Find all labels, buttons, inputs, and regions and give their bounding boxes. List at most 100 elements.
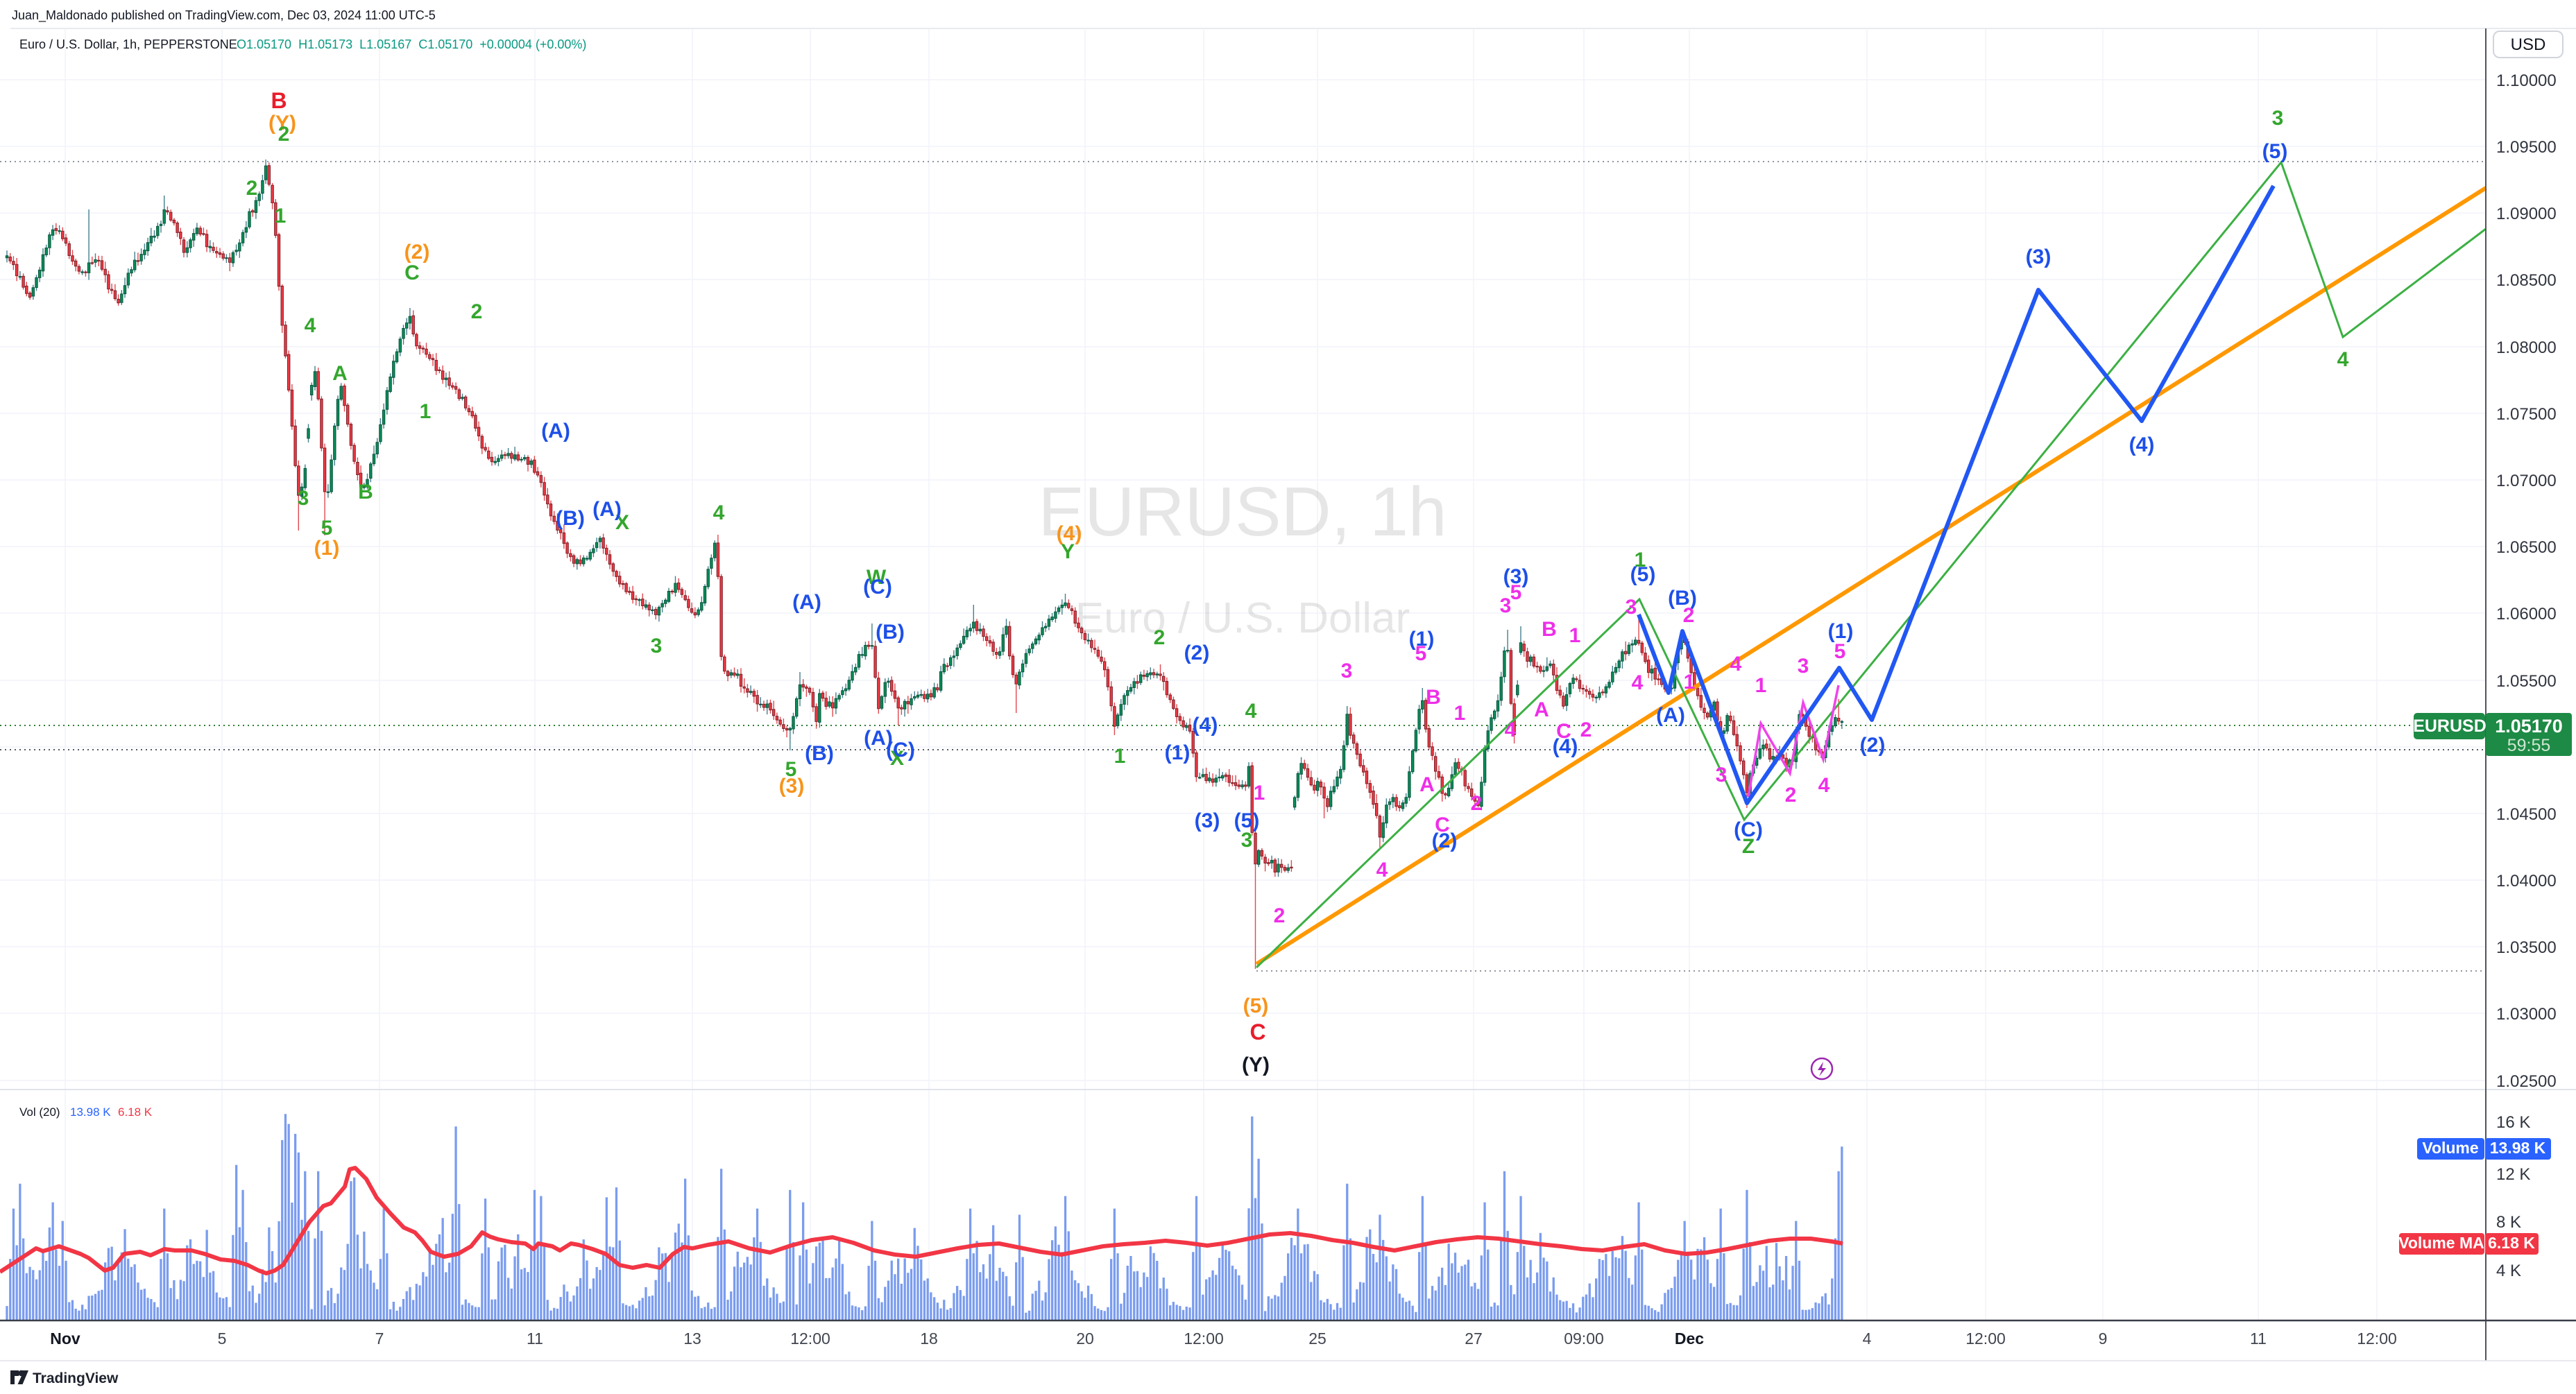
svg-text:1.04000: 1.04000 xyxy=(2496,872,2557,890)
svg-text:27: 27 xyxy=(1465,1330,1483,1348)
svg-text:3: 3 xyxy=(2272,107,2284,130)
svg-text:11: 11 xyxy=(2250,1330,2267,1348)
svg-text:(4): (4) xyxy=(1057,522,1082,545)
svg-text:EURUSD: EURUSD xyxy=(2413,716,2487,736)
svg-text:1: 1 xyxy=(1569,624,1581,647)
svg-text:(B): (B) xyxy=(1668,587,1697,610)
svg-text:1.08500: 1.08500 xyxy=(2496,271,2557,290)
svg-text:1.07000: 1.07000 xyxy=(2496,472,2557,490)
svg-text:2: 2 xyxy=(278,123,290,146)
svg-text:1: 1 xyxy=(1635,549,1646,571)
svg-text:1.07500: 1.07500 xyxy=(2496,405,2557,424)
svg-text:5: 5 xyxy=(1834,640,1846,663)
svg-text:3: 3 xyxy=(1716,764,1728,786)
svg-text:(4): (4) xyxy=(2129,433,2155,456)
svg-text:C: C xyxy=(1435,814,1450,836)
svg-text:5: 5 xyxy=(785,758,797,781)
svg-text:2: 2 xyxy=(1580,718,1592,741)
svg-text:3: 3 xyxy=(298,487,309,510)
svg-text:A: A xyxy=(1419,773,1435,796)
svg-text:7: 7 xyxy=(375,1330,384,1348)
svg-text:12:00: 12:00 xyxy=(790,1330,830,1348)
svg-text:16 K: 16 K xyxy=(2496,1113,2530,1132)
svg-text:2: 2 xyxy=(1471,792,1483,815)
svg-text:4 K: 4 K xyxy=(2496,1262,2521,1280)
svg-text:4: 4 xyxy=(2337,348,2349,371)
svg-text:A: A xyxy=(332,362,348,385)
svg-text:4: 4 xyxy=(1818,774,1830,797)
svg-text:(5): (5) xyxy=(1630,563,1656,586)
svg-text:X: X xyxy=(615,511,629,534)
svg-text:Nov: Nov xyxy=(50,1330,80,1348)
svg-text:8 K: 8 K xyxy=(2496,1213,2521,1232)
svg-text:(3): (3) xyxy=(2026,246,2052,268)
svg-text:2: 2 xyxy=(1154,626,1166,649)
svg-text:USD: USD xyxy=(2511,35,2546,54)
svg-text:4: 4 xyxy=(1863,1330,1872,1348)
svg-text:1.08000: 1.08000 xyxy=(2496,338,2557,357)
svg-text:(B): (B) xyxy=(805,742,834,765)
svg-text:(B): (B) xyxy=(876,621,905,644)
svg-text:X: X xyxy=(890,747,904,770)
svg-text:2: 2 xyxy=(471,300,483,323)
svg-text:12 K: 12 K xyxy=(2496,1165,2530,1184)
svg-text:1.10000: 1.10000 xyxy=(2496,71,2557,90)
svg-text:(2): (2) xyxy=(404,241,430,264)
svg-text:(A): (A) xyxy=(592,498,622,521)
svg-text:EURUSD, 1h: EURUSD, 1h xyxy=(1038,473,1447,551)
svg-text:5: 5 xyxy=(1510,581,1522,604)
svg-text:(3): (3) xyxy=(1503,565,1529,588)
svg-text:(A): (A) xyxy=(1656,704,1685,727)
svg-text:1: 1 xyxy=(1114,745,1126,768)
svg-text:(A): (A) xyxy=(541,420,570,442)
svg-text:Volume MA: Volume MA xyxy=(2398,1234,2484,1252)
svg-text:(2): (2) xyxy=(1860,734,1886,757)
svg-text:(C): (C) xyxy=(886,739,915,761)
svg-text:(5): (5) xyxy=(1234,809,1260,832)
svg-text:4: 4 xyxy=(1730,653,1742,676)
svg-text:12:00: 12:00 xyxy=(1184,1330,1224,1348)
svg-text:B: B xyxy=(1542,618,1557,641)
svg-text:3: 3 xyxy=(651,635,663,657)
svg-text:1: 1 xyxy=(420,400,432,423)
svg-text:B: B xyxy=(1426,686,1441,709)
svg-text:5: 5 xyxy=(321,517,333,540)
svg-text:6.18 K: 6.18 K xyxy=(118,1105,153,1119)
svg-text:(1): (1) xyxy=(1828,620,1854,643)
svg-text:Dec: Dec xyxy=(1675,1330,1704,1348)
svg-text:20: 20 xyxy=(1076,1330,1094,1348)
svg-text:(A): (A) xyxy=(792,591,821,614)
svg-text:C: C xyxy=(1249,1019,1265,1044)
svg-text:1: 1 xyxy=(1454,702,1466,725)
svg-text:09:00: 09:00 xyxy=(1564,1330,1604,1348)
svg-text:18: 18 xyxy=(920,1330,938,1348)
svg-text:TradingView: TradingView xyxy=(33,1370,119,1386)
svg-text:5: 5 xyxy=(218,1330,227,1348)
svg-text:Euro / U.S. Dollar: Euro / U.S. Dollar xyxy=(1075,594,1410,642)
svg-text:(1): (1) xyxy=(1409,628,1435,651)
svg-text:1: 1 xyxy=(1755,674,1767,697)
svg-text:3: 3 xyxy=(1798,655,1809,678)
svg-text:(5): (5) xyxy=(1243,995,1269,1017)
svg-text:1.02500: 1.02500 xyxy=(2496,1072,2557,1091)
svg-text:Euro / U.S. Dollar, 1h, PEPPER: Euro / U.S. Dollar, 1h, PEPPERSTONE xyxy=(19,37,237,51)
svg-text:4: 4 xyxy=(1376,859,1388,881)
svg-text:1.06500: 1.06500 xyxy=(2496,538,2557,557)
svg-text:C: C xyxy=(404,261,420,284)
svg-text:(4): (4) xyxy=(1553,735,1578,758)
svg-text:(2): (2) xyxy=(1184,642,1210,664)
svg-text:C: C xyxy=(1556,720,1571,743)
svg-text:(C): (C) xyxy=(863,576,892,599)
svg-text:(Y): (Y) xyxy=(1242,1053,1270,1076)
svg-text:(2): (2) xyxy=(1432,829,1458,852)
svg-text:11: 11 xyxy=(527,1330,543,1348)
svg-text:2: 2 xyxy=(1785,784,1797,807)
svg-text:4: 4 xyxy=(305,314,316,337)
svg-text:12:00: 12:00 xyxy=(2357,1330,2397,1348)
svg-text:1: 1 xyxy=(275,205,287,227)
svg-text:B: B xyxy=(358,481,373,504)
svg-text:4: 4 xyxy=(713,501,725,524)
svg-text:1.03500: 1.03500 xyxy=(2496,938,2557,957)
svg-text:Volume: Volume xyxy=(2422,1139,2478,1157)
svg-text:4: 4 xyxy=(1632,671,1644,694)
